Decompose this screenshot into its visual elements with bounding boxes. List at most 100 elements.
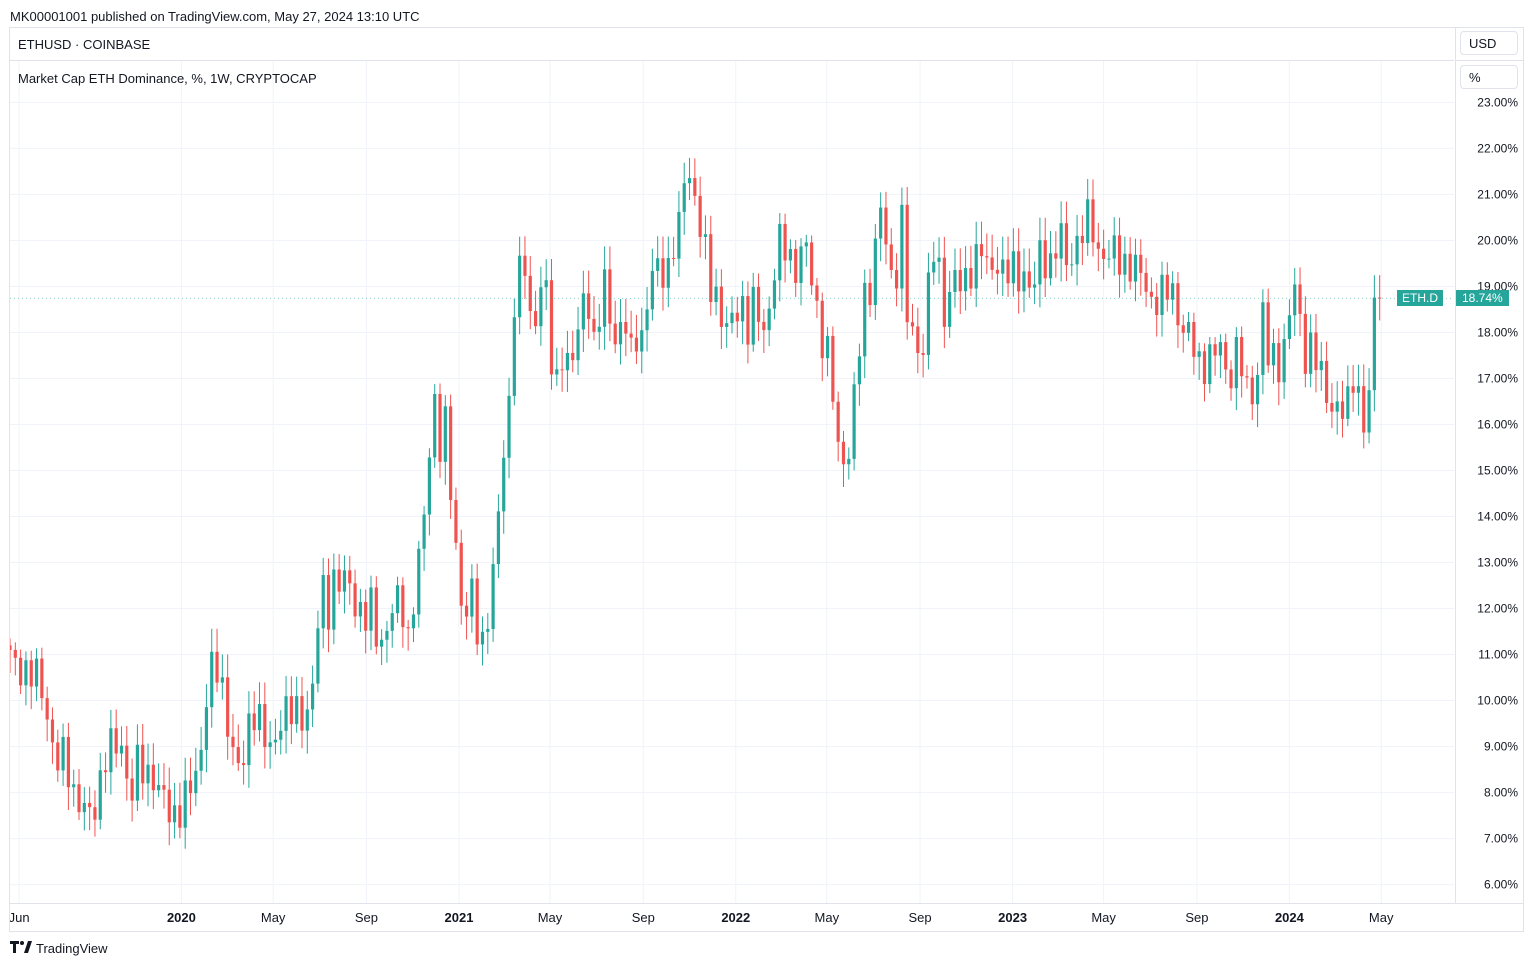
candle-body bbox=[735, 312, 739, 322]
candle-body bbox=[1155, 296, 1159, 316]
candle-body bbox=[1335, 401, 1339, 412]
candle-body bbox=[10, 645, 12, 650]
candle-body bbox=[873, 238, 877, 306]
candle-body bbox=[358, 602, 362, 617]
candle-body bbox=[496, 511, 501, 565]
candle-body bbox=[406, 627, 410, 629]
candle-body bbox=[762, 321, 766, 331]
price-scale[interactable]: % 6.00% 7.00% 8.00% 9.00% 10.00% 11.00% 12.00%… bbox=[1455, 61, 1524, 903]
percent-unit-button[interactable]: % bbox=[1460, 65, 1518, 89]
time-axis[interactable]: Jun 2020 May Sep 2021 May Sep 2022 May Sep 2023 May… bbox=[10, 903, 1524, 932]
candle-body bbox=[374, 587, 378, 647]
candle-body bbox=[544, 280, 548, 288]
candle-body bbox=[401, 585, 405, 628]
candle-body bbox=[1080, 235, 1084, 244]
candle-body bbox=[125, 745, 129, 779]
candle-body bbox=[1367, 390, 1371, 433]
candle-body bbox=[1070, 264, 1074, 266]
y-tick-label: 8.00% bbox=[1484, 786, 1518, 800]
candle-body bbox=[263, 704, 267, 748]
footer-brand[interactable]: TradingView bbox=[10, 940, 108, 956]
candle-body bbox=[93, 807, 97, 820]
candle-body bbox=[1017, 251, 1021, 292]
y-tick-label: 9.00% bbox=[1484, 740, 1518, 754]
candle-body bbox=[910, 322, 915, 327]
candle-body bbox=[395, 585, 400, 614]
candle-body bbox=[900, 204, 904, 289]
candle-body bbox=[571, 352, 575, 361]
candle-body bbox=[1112, 235, 1116, 259]
candle-body bbox=[1351, 386, 1355, 393]
candle-body bbox=[1086, 199, 1090, 244]
candle-body bbox=[1064, 223, 1069, 266]
candle-body bbox=[682, 183, 686, 212]
candle-body bbox=[985, 256, 989, 258]
candle-body bbox=[88, 802, 92, 808]
candle-body bbox=[581, 293, 585, 330]
candle-body bbox=[687, 178, 692, 184]
candle-body bbox=[974, 244, 978, 289]
candle-body bbox=[295, 696, 299, 725]
candle-body bbox=[24, 660, 28, 686]
y-tick-label: 21.00% bbox=[1477, 187, 1518, 201]
x-tick-label: May bbox=[1369, 910, 1394, 925]
candle-body bbox=[1139, 254, 1143, 273]
candle-body bbox=[650, 270, 654, 310]
candle-body bbox=[464, 605, 469, 617]
candle-body bbox=[56, 742, 60, 771]
candle-body bbox=[1202, 351, 1207, 385]
candle-body bbox=[1287, 315, 1292, 340]
candle-body bbox=[1011, 251, 1015, 284]
candle-body bbox=[1186, 322, 1191, 333]
candle-body bbox=[1261, 302, 1265, 375]
candlestick-plot[interactable] bbox=[10, 61, 1454, 903]
candle-body bbox=[1181, 325, 1185, 333]
candle-body bbox=[241, 763, 246, 766]
y-tick-label: 14.00% bbox=[1477, 510, 1518, 524]
candle-body bbox=[1282, 339, 1286, 383]
candle-body bbox=[19, 657, 23, 686]
candle-body bbox=[1149, 291, 1153, 297]
candle-body bbox=[576, 329, 580, 361]
candle-body bbox=[1271, 343, 1276, 366]
candle-body bbox=[979, 244, 984, 257]
candle-body bbox=[305, 709, 309, 731]
currency-unit-button[interactable]: USD bbox=[1460, 31, 1518, 55]
x-tick-label: May bbox=[261, 910, 286, 925]
candle-body bbox=[507, 395, 511, 458]
candle-body bbox=[618, 322, 623, 345]
candle-body bbox=[778, 223, 782, 281]
candle-body bbox=[666, 257, 670, 288]
candle-body bbox=[380, 639, 384, 647]
candle-body bbox=[751, 286, 755, 345]
candle-body bbox=[1192, 322, 1196, 357]
candle-body bbox=[273, 739, 278, 743]
candle-body bbox=[167, 789, 171, 823]
main-chart-pane[interactable]: Market Cap ETH Dominance, %, 1W, CRYPTOC… bbox=[10, 61, 1454, 903]
candle-body bbox=[942, 257, 946, 327]
candle-body bbox=[995, 269, 1000, 274]
candle-body bbox=[194, 770, 198, 794]
candle-body bbox=[1128, 253, 1132, 282]
candle-body bbox=[443, 406, 447, 462]
symbol-pane[interactable]: ETHUSD · COINBASE bbox=[10, 28, 1454, 61]
x-tick-label: May bbox=[815, 910, 840, 925]
candle-body bbox=[199, 749, 203, 771]
candle-body bbox=[210, 651, 214, 708]
candle-body bbox=[926, 272, 931, 355]
candle-body bbox=[1224, 342, 1228, 370]
candle-body bbox=[1245, 376, 1249, 378]
symbol-price-scale[interactable]: USD bbox=[1455, 28, 1524, 61]
x-tick-label: Jun bbox=[10, 910, 30, 925]
candle-body bbox=[1346, 386, 1350, 419]
x-tick-label: 2020 bbox=[167, 910, 196, 925]
y-tick-label: 20.00% bbox=[1477, 233, 1518, 247]
candle-body bbox=[77, 784, 81, 813]
candle-body bbox=[549, 280, 554, 375]
y-tick-label: 22.00% bbox=[1477, 141, 1518, 155]
candle-body bbox=[677, 211, 681, 259]
candle-body bbox=[916, 326, 920, 354]
candle-body bbox=[709, 234, 713, 303]
x-tick-label: Sep bbox=[355, 910, 378, 925]
candle-body bbox=[963, 268, 968, 292]
